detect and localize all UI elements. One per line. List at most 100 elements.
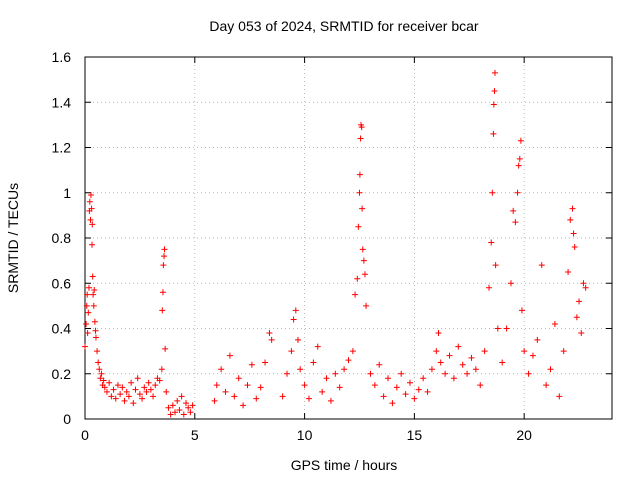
data-point bbox=[91, 318, 98, 325]
data-point bbox=[437, 359, 444, 366]
data-point bbox=[573, 314, 580, 321]
data-point bbox=[491, 87, 498, 94]
data-point bbox=[147, 386, 154, 393]
data-point bbox=[292, 307, 299, 314]
data-point bbox=[455, 343, 462, 350]
data-point bbox=[268, 336, 275, 343]
data-point bbox=[294, 336, 301, 343]
plot-frame bbox=[84, 56, 613, 420]
data-point bbox=[88, 205, 95, 212]
data-point bbox=[279, 393, 286, 400]
x-tick-label: 0 bbox=[81, 427, 89, 443]
data-point bbox=[389, 400, 396, 407]
data-point bbox=[91, 287, 98, 294]
data-point bbox=[213, 382, 220, 389]
data-point bbox=[85, 284, 92, 291]
data-point bbox=[319, 388, 326, 395]
grid-lines bbox=[85, 57, 612, 419]
data-point bbox=[367, 370, 374, 377]
data-point bbox=[150, 393, 157, 400]
data-point bbox=[83, 302, 90, 309]
data-point bbox=[130, 400, 137, 407]
axis-ticks bbox=[84, 56, 612, 420]
data-point bbox=[178, 393, 185, 400]
data-point bbox=[360, 257, 367, 264]
data-point bbox=[174, 397, 181, 404]
data-point bbox=[98, 370, 105, 377]
data-point bbox=[446, 352, 453, 359]
data-point bbox=[538, 262, 545, 269]
data-point bbox=[428, 366, 435, 373]
data-point bbox=[406, 379, 413, 386]
data-point bbox=[525, 370, 532, 377]
data-point bbox=[187, 409, 194, 416]
data-point bbox=[514, 189, 521, 196]
data-point bbox=[355, 223, 362, 230]
data-point bbox=[345, 357, 352, 364]
data-point bbox=[158, 366, 165, 373]
data-point bbox=[211, 397, 218, 404]
data-point bbox=[352, 291, 359, 298]
data-point bbox=[125, 393, 132, 400]
data-point bbox=[132, 386, 139, 393]
data-point bbox=[183, 400, 190, 407]
data-point bbox=[510, 207, 517, 214]
data-point bbox=[84, 291, 91, 298]
data-point bbox=[240, 402, 247, 409]
y-axis-label: SRMTID / TECUs bbox=[5, 183, 21, 293]
data-point bbox=[571, 244, 578, 251]
data-point bbox=[301, 382, 308, 389]
data-point bbox=[161, 253, 168, 260]
data-point bbox=[359, 246, 366, 253]
data-point bbox=[82, 343, 88, 350]
data-point bbox=[96, 366, 103, 373]
data-point bbox=[582, 284, 589, 291]
data-point bbox=[393, 384, 400, 391]
data-point bbox=[180, 411, 187, 418]
data-point bbox=[359, 205, 366, 212]
data-point bbox=[248, 361, 255, 368]
data-point bbox=[472, 366, 479, 373]
data-point bbox=[110, 386, 117, 393]
data-point bbox=[89, 221, 96, 228]
data-point bbox=[84, 330, 91, 337]
data-point bbox=[363, 302, 370, 309]
data-point bbox=[468, 354, 475, 361]
data-points bbox=[82, 69, 589, 418]
data-point bbox=[361, 271, 368, 278]
data-point bbox=[162, 345, 169, 352]
data-point bbox=[490, 130, 497, 137]
data-point bbox=[529, 352, 536, 359]
data-point bbox=[578, 330, 585, 337]
data-point bbox=[518, 307, 525, 314]
data-point bbox=[165, 404, 172, 411]
y-tick-label: 0 bbox=[63, 411, 71, 427]
y-tick-label: 1 bbox=[63, 185, 71, 201]
data-point bbox=[442, 370, 449, 377]
data-point bbox=[226, 352, 233, 359]
chart-title: Day 053 of 2024, SRMTID for receiver bca… bbox=[209, 18, 479, 34]
data-point bbox=[231, 393, 238, 400]
data-point bbox=[152, 382, 159, 389]
data-point bbox=[371, 382, 378, 389]
data-point bbox=[380, 393, 387, 400]
data-point bbox=[284, 370, 291, 377]
data-point bbox=[95, 359, 102, 366]
data-point bbox=[556, 393, 563, 400]
data-point bbox=[114, 382, 121, 389]
data-point bbox=[490, 101, 497, 108]
data-point bbox=[402, 391, 409, 398]
data-point bbox=[516, 155, 523, 162]
data-point bbox=[189, 402, 196, 409]
data-point bbox=[488, 239, 495, 246]
data-point bbox=[314, 343, 321, 350]
data-point bbox=[503, 325, 510, 332]
x-tick-labels: 0 5 10 15 20 bbox=[81, 427, 532, 443]
data-point bbox=[159, 289, 166, 296]
data-point bbox=[332, 370, 339, 377]
data-point bbox=[169, 402, 176, 409]
data-point bbox=[420, 375, 427, 382]
data-point bbox=[534, 336, 541, 343]
data-point bbox=[385, 375, 392, 382]
